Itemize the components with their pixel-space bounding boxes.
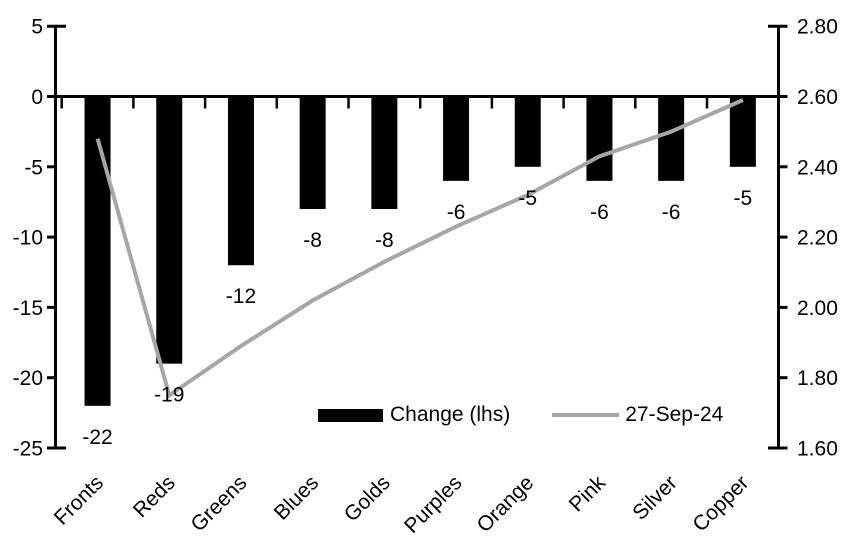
category-label: Orange xyxy=(472,471,538,537)
bar-fronts xyxy=(84,96,111,406)
left-axis-tick-label: -25 xyxy=(13,438,43,461)
line-series xyxy=(95,98,744,399)
right-axis-tick-label: 2.00 xyxy=(797,297,838,320)
category-label: Golds xyxy=(340,471,395,526)
category-label: Reds xyxy=(129,471,180,522)
bar-greens xyxy=(227,96,254,266)
bar-series-label: Change (lhs) xyxy=(390,403,511,426)
left-axis-tick-label: -20 xyxy=(13,367,43,390)
right-axis-tick-label: 2.20 xyxy=(797,227,838,250)
bar-series-swatch-icon xyxy=(318,408,383,422)
bar-purples xyxy=(443,96,470,181)
line-series-swatch-icon xyxy=(552,413,620,417)
category-label: Fronts xyxy=(50,471,108,529)
bar-copper xyxy=(729,96,756,167)
bar-silver xyxy=(658,96,685,181)
left-axis-tick-label: -5 xyxy=(24,156,43,179)
bar-value-label: -5 xyxy=(518,187,537,210)
bar-pink xyxy=(586,96,613,181)
right-axis-tick-label: 2.80 xyxy=(797,16,838,39)
bar-reds xyxy=(156,96,183,364)
left-axis-tick-label: -15 xyxy=(13,297,43,320)
category-label: Greens xyxy=(187,471,252,536)
left-axis-tick-label: 0 xyxy=(31,86,43,109)
line-series-label: 27-Sep-24 xyxy=(625,403,724,426)
bar-value-label: -12 xyxy=(226,285,256,308)
bar-golds xyxy=(371,96,398,209)
right-axis-tick-label: 1.80 xyxy=(797,367,838,390)
right-axis-tick-label: 2.40 xyxy=(797,156,838,179)
bar-value-label: -22 xyxy=(82,426,112,449)
bar-value-label: -6 xyxy=(590,201,609,224)
bar-value-label: -8 xyxy=(375,229,394,252)
category-label: Purples xyxy=(400,471,467,538)
right-axis-tick-label: 1.60 xyxy=(797,438,838,461)
category-label: Blues xyxy=(270,471,323,524)
bar-value-label: -8 xyxy=(303,229,322,252)
bar-value-label: -6 xyxy=(662,201,681,224)
category-label: Silver xyxy=(628,471,681,524)
bar-value-label: -6 xyxy=(447,201,466,224)
bar-orange xyxy=(514,96,541,167)
right-axis-tick-label: 2.60 xyxy=(797,86,838,109)
bar-blues xyxy=(299,96,326,209)
category-label: Copper xyxy=(688,471,753,536)
left-axis-tick-label: 5 xyxy=(31,16,43,39)
bar-value-label: -19 xyxy=(154,384,184,407)
category-label: Pink xyxy=(565,471,611,517)
chart-legend: Change (lhs) 27-Sep-24 xyxy=(318,403,723,427)
bar-value-label: -5 xyxy=(734,187,753,210)
legend-item-change: Change (lhs) xyxy=(318,403,510,427)
legend-item-date: 27-Sep-24 xyxy=(552,403,723,427)
left-axis-tick-label: -10 xyxy=(13,227,43,250)
